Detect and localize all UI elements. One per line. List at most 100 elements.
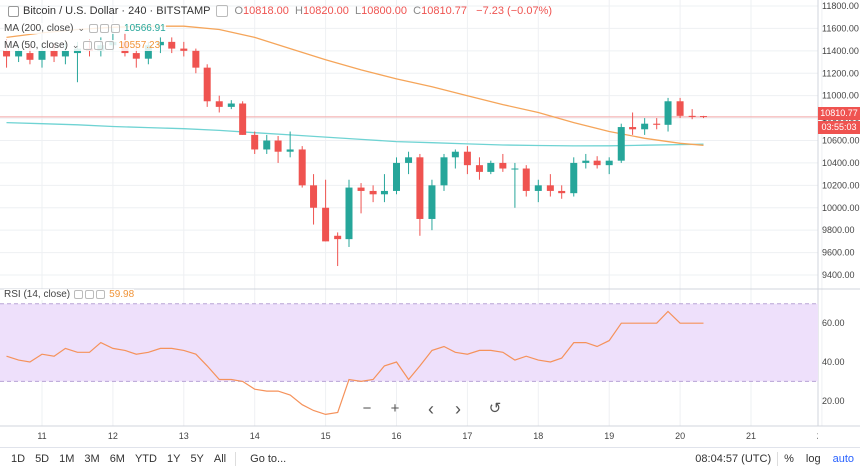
candle-body — [475, 165, 483, 172]
price-tick-label: 10000.00 — [822, 203, 860, 213]
candle-body — [428, 185, 436, 219]
ma50-legend[interactable]: MA (50, close) ⌄ 10557.23 — [4, 40, 161, 51]
auto-toggle[interactable]: auto — [832, 453, 854, 465]
scroll-forward-button[interactable]: › — [455, 399, 461, 419]
indicator-controls[interactable] — [89, 24, 121, 33]
time-tick-label: 16 — [391, 431, 401, 441]
bottom-toolbar: 1D 5D 1M 3M 6M YTD 1Y 5Y All Go to... 08:04:57 (… — [0, 447, 860, 470]
candle-body — [416, 157, 424, 219]
symbol-title[interactable]: Bitcoin / U.S. Dollar · 240 · BITSTAMP — [23, 5, 211, 17]
candle-body — [61, 50, 69, 57]
timeframe-5y[interactable]: 5Y — [190, 453, 204, 465]
time-tick-label: 17 — [462, 431, 472, 441]
zoom-out-button[interactable]: − — [362, 400, 372, 417]
candle-body — [203, 67, 211, 102]
price-tick-label: 11800.00 — [822, 1, 859, 11]
candle-body — [451, 151, 459, 158]
time-tick-label: 18 — [533, 431, 543, 441]
candle-body — [298, 149, 306, 186]
candle-body — [50, 50, 58, 57]
candle-body — [239, 103, 247, 135]
price-tick-label: 11600.00 — [822, 23, 859, 33]
time-tick-label: 21 — [746, 431, 756, 441]
time-tick-label: 11 — [37, 431, 46, 441]
time-tick-label: 20 — [675, 431, 685, 441]
axis-corner — [818, 427, 860, 447]
chart-header: Bitcoin / U.S. Dollar · 240 · BITSTAMP O… — [0, 0, 552, 22]
candle-body — [3, 50, 11, 57]
candle-body — [546, 185, 554, 191]
candle-body — [380, 190, 388, 195]
candle-body — [688, 115, 696, 117]
time-tick-label: 19 — [604, 431, 614, 441]
candle-body — [617, 127, 625, 161]
candle-body — [641, 123, 649, 130]
candle-body — [369, 190, 377, 195]
reset-chart-button[interactable]: ↺ — [488, 400, 502, 417]
timeframe-all[interactable]: All — [213, 453, 227, 465]
rsi-line — [6, 310, 704, 416]
candle-body — [653, 123, 661, 125]
candle-body — [593, 160, 601, 166]
candle-body — [251, 134, 259, 150]
indicator-controls[interactable] — [74, 290, 106, 299]
candle-body — [192, 50, 200, 68]
utc-time[interactable]: 08:04:57 (UTC) — [695, 453, 772, 465]
timeframe-1m[interactable]: 1M — [59, 453, 75, 465]
chevron-down-icon[interactable]: ⌄ — [77, 23, 86, 33]
time-tick-label: 12 — [108, 431, 118, 441]
timeframe-5d[interactable]: 5D — [35, 453, 50, 465]
candle-body — [274, 140, 282, 152]
goto-button[interactable]: Go to... — [250, 453, 287, 465]
rsi-tick-label: 20.00 — [822, 396, 845, 406]
candle-body — [215, 101, 223, 107]
candle-body — [26, 53, 34, 60]
timeframe-3m[interactable]: 3M — [84, 453, 100, 465]
candle-body — [522, 168, 530, 191]
price-tick-label: 10600.00 — [822, 136, 860, 146]
zoom-in-button[interactable]: + — [390, 400, 400, 417]
timeframe-6m[interactable]: 6M — [109, 453, 125, 465]
candle-body — [168, 41, 176, 49]
price-tick-label: 9600.00 — [822, 248, 855, 258]
last-price-tag: 10810.77 — [818, 107, 860, 120]
candle-body — [558, 190, 566, 194]
timeframe-ytd[interactable]: YTD — [134, 453, 157, 465]
percent-toggle[interactable]: % — [784, 453, 794, 465]
chart-canvas[interactable]: 11800.00 11600.00 11400.00 11200.00 11000.00… — [0, 0, 860, 447]
chevron-down-icon[interactable]: ⌄ — [71, 40, 80, 50]
ma200-value: 10566.91 — [124, 23, 166, 34]
timeframe-1d[interactable]: 1D — [11, 453, 26, 465]
candle-body — [345, 187, 353, 240]
candle-body — [664, 101, 672, 125]
settings-icon[interactable] — [216, 5, 229, 17]
candle-body — [511, 168, 519, 170]
time-tick-label: 14 — [250, 431, 260, 441]
price-tick-label: 11400.00 — [822, 46, 859, 56]
candle-body — [322, 207, 330, 242]
rsi-value: 59.98 — [109, 289, 135, 300]
timeframe-1y[interactable]: 1Y — [166, 453, 181, 465]
ma200-legend[interactable]: MA (200, close) ⌄ 10566.91 — [4, 23, 166, 34]
candle-body — [534, 185, 542, 191]
candle-body — [487, 162, 495, 172]
ohlc-values: O10818.00 H10820.00 L10800.00 C10810.77 … — [234, 5, 553, 17]
countdown-tag: 03:55:03 — [818, 121, 860, 134]
rsi-band — [0, 303, 818, 382]
candle-body — [440, 157, 448, 186]
ma50-value: 10557.23 — [118, 40, 161, 51]
candle-body — [629, 127, 637, 130]
rsi-legend[interactable]: RSI (14, close) 59.98 — [4, 289, 135, 300]
timeframe-list: 1D 5D 1M 3M 6M YTD 1Y 5Y All — [0, 453, 231, 465]
ma200-line — [6, 121, 704, 147]
candle-body — [286, 149, 294, 152]
indicator-controls[interactable] — [83, 41, 115, 50]
collapse-icon[interactable] — [8, 5, 19, 17]
log-toggle[interactable]: log — [805, 453, 821, 465]
candle-body — [156, 41, 164, 46]
candle-body — [310, 185, 318, 208]
candle-body — [463, 151, 471, 166]
candle-body — [263, 140, 271, 150]
scroll-back-button[interactable]: ‹ — [428, 399, 434, 419]
candle-body — [227, 103, 235, 107]
